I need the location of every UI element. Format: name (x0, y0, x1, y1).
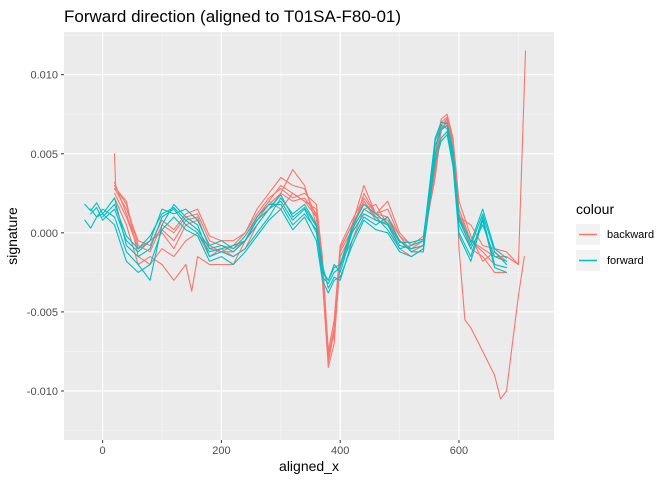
chart-title: Forward direction (aligned to T01SA-F80-… (64, 7, 401, 26)
series-layer (84, 50, 527, 400)
x-axis-title: aligned_x (279, 458, 339, 474)
y-axis: -0.010 -0.005 0.000 0.005 0.010 (27, 70, 64, 398)
y-axis-title: signature (4, 207, 20, 265)
y-tick-label: -0.005 (27, 307, 58, 319)
series-line-forward (84, 131, 508, 289)
series-line-backward (113, 121, 525, 400)
legend: colour backward forward (576, 201, 654, 271)
x-tick-label: 400 (331, 445, 349, 457)
legend-label: backward (607, 229, 654, 241)
legend-item-forward: forward (576, 250, 644, 271)
y-tick-label: 0.010 (30, 70, 58, 82)
x-tick-label: 0 (100, 445, 106, 457)
y-tick-label: -0.010 (27, 386, 58, 398)
panel-background (64, 32, 554, 440)
x-axis: 0 200 400 600 (100, 440, 468, 457)
legend-item-backward: backward (576, 224, 654, 245)
legend-label: forward (607, 255, 644, 267)
y-tick-label: 0.005 (30, 149, 58, 161)
y-tick-label: 0.000 (30, 228, 58, 240)
x-tick-label: 600 (450, 445, 468, 457)
series-line-forward (90, 134, 508, 294)
x-tick-label: 200 (212, 445, 230, 457)
plot-panel (64, 32, 554, 440)
series-line-forward (102, 121, 508, 281)
legend-title: colour (576, 201, 614, 217)
